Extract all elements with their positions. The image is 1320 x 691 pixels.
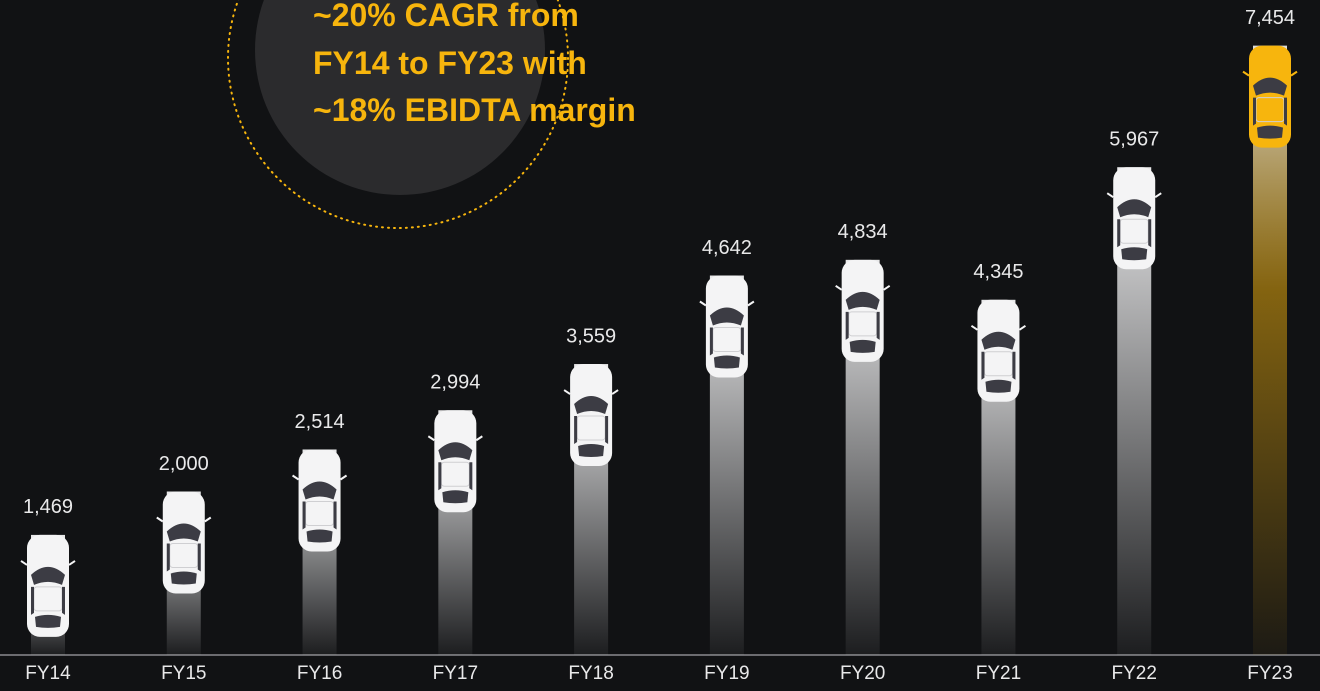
x-tick-label: FY16	[297, 663, 342, 684]
x-tick-label: FY15	[161, 663, 206, 684]
value-label: 4,834	[838, 221, 888, 243]
car-icon	[563, 364, 619, 467]
x-tick-label: FY17	[433, 663, 478, 684]
x-tick-label: FY19	[704, 663, 749, 684]
value-label: 3,559	[566, 325, 616, 347]
x-tick-label: FY20	[840, 663, 885, 684]
x-tick-label: FY14	[25, 663, 71, 684]
dotted-ring	[227, 0, 569, 229]
car-icon	[292, 449, 348, 552]
value-label: 7,454	[1245, 7, 1295, 29]
car-icon	[1242, 45, 1298, 148]
car-icon	[835, 259, 891, 362]
value-label: 2,000	[159, 453, 209, 475]
value-label: 1,469	[23, 496, 73, 518]
car-icon	[1106, 167, 1162, 270]
annotation-line: ~18% EBIDTA margin	[313, 92, 636, 128]
value-label: 2,994	[430, 372, 480, 394]
car-icon	[970, 299, 1026, 402]
car-icon	[156, 491, 212, 594]
car-icon	[20, 534, 76, 637]
car-icon	[699, 275, 755, 378]
value-label: 4,642	[702, 237, 752, 259]
x-tick-label: FY18	[568, 663, 613, 684]
annotation-line: FY14 to FY23 with	[313, 45, 587, 81]
car-icon	[427, 410, 483, 513]
value-label: 2,514	[295, 411, 345, 433]
annotation-line: ~20% CAGR from	[313, 0, 579, 33]
x-tick-label: FY22	[1112, 663, 1157, 684]
value-label: 5,967	[1109, 128, 1159, 150]
value-label: 4,345	[973, 261, 1023, 283]
x-tick-label: FY23	[1247, 663, 1292, 684]
x-tick-label: FY21	[976, 663, 1021, 684]
highlight-circle	[255, 0, 545, 195]
